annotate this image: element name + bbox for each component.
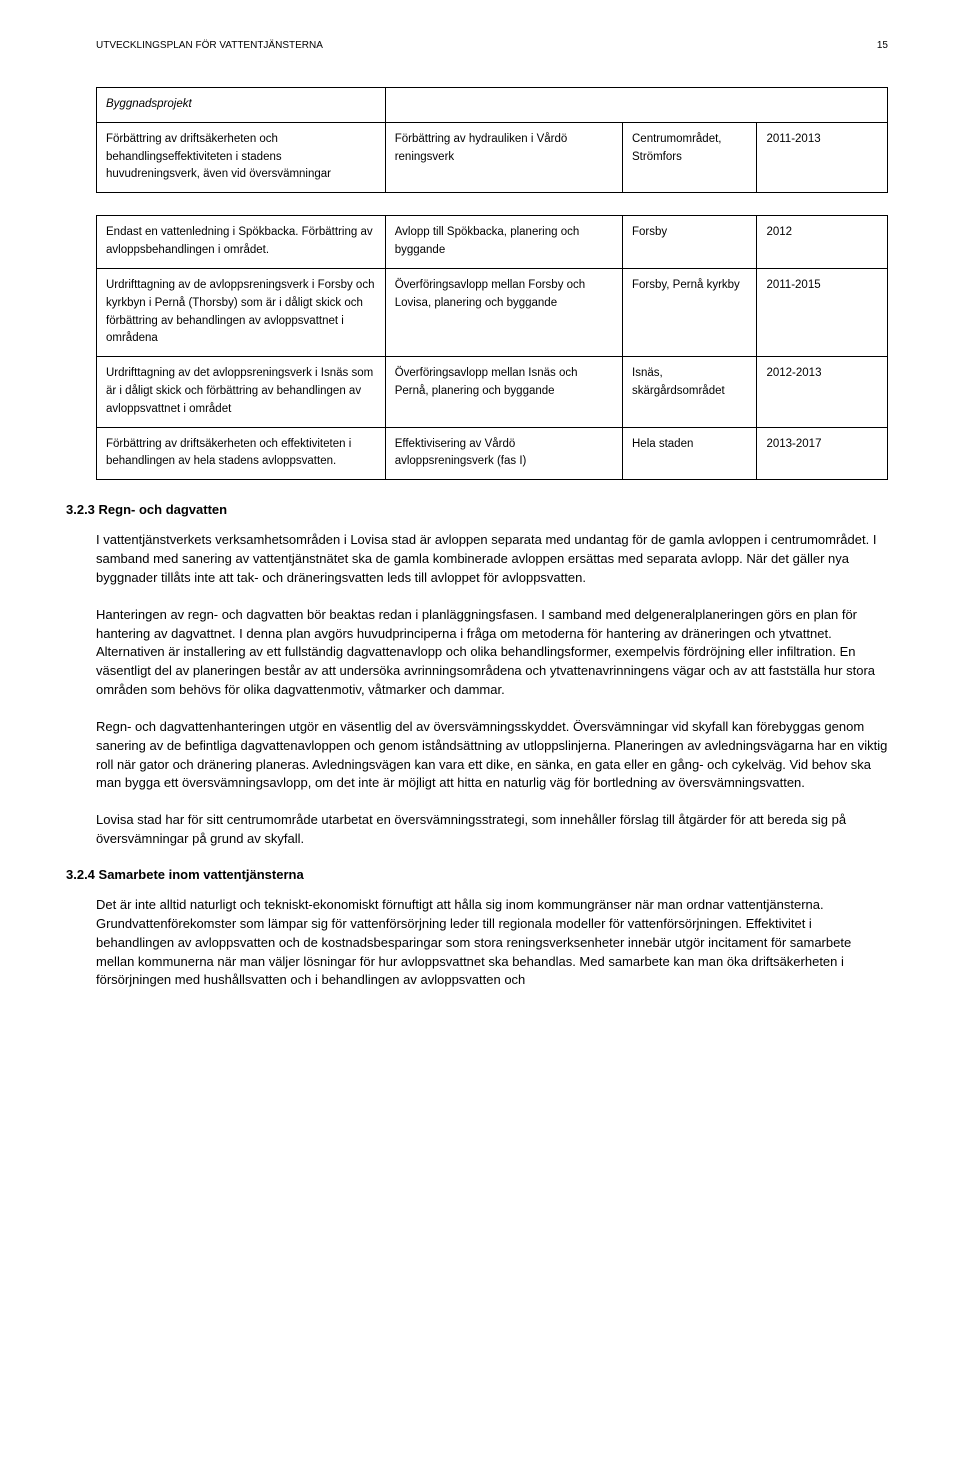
header-left: UTVECKLINGSPLAN FÖR VATTENTJÄNSTERNA [96,40,323,51]
heading-324: 3.2.4 Samarbete inom vattentjänsterna [66,867,888,882]
cell-desc: Urdrifttagning av det avloppsreningsverk… [97,357,386,427]
cell-year: 2013-2017 [757,427,888,480]
cell-action: Överföringsavlopp mellan Isnäs och Pernå… [385,357,622,427]
cell-action: Överföringsavlopp mellan Forsby och Lovi… [385,268,622,356]
table-details: Endast en vattenledning i Spökbacka. För… [96,215,888,480]
cell-desc: Endast en vattenledning i Spökbacka. För… [97,216,386,269]
table-row: Förbättring av driftsäkerheten och effek… [97,427,888,480]
cell-area: Forsby, Pernå kyrkby [623,268,757,356]
cell-year: 2012 [757,216,888,269]
cell-action: Effektivisering av Vårdö avloppsreningsv… [385,427,622,480]
heading-323: 3.2.3 Regn- och dagvatten [66,502,888,517]
cell-projekt-heading: Byggnadsprojekt [97,88,386,123]
cell-area: Centrumområdet, Strömfors [623,122,757,192]
cell-action: Avlopp till Spökbacka, planering och byg… [385,216,622,269]
table-row: Förbättring av driftsäkerheten och behan… [97,122,888,192]
cell-year: 2012-2013 [757,357,888,427]
cell-empty [385,88,887,123]
cell-desc: Förbättring av driftsäkerheten och behan… [97,122,386,192]
cell-desc: Urdrifttagning av de avloppsreningsverk … [97,268,386,356]
cell-desc: Förbättring av driftsäkerheten och effek… [97,427,386,480]
paragraph: I vattentjänstverkets verksamhetsområden… [96,531,888,588]
table-row: Byggnadsprojekt [97,88,888,123]
page-number: 15 [877,40,888,51]
table-row: Urdrifttagning av det avloppsreningsverk… [97,357,888,427]
page-header: UTVECKLINGSPLAN FÖR VATTENTJÄNSTERNA 15 [96,40,888,51]
cell-area: Forsby [623,216,757,269]
paragraph: Hanteringen av regn- och dagvatten bör b… [96,606,888,700]
table-row: Urdrifttagning av de avloppsreningsverk … [97,268,888,356]
cell-year: 2011-2013 [757,122,888,192]
cell-area: Isnäs, skärgårdsområdet [623,357,757,427]
paragraph: Regn- och dagvattenhanteringen utgör en … [96,718,888,793]
paragraph: Det är inte alltid naturligt och teknisk… [96,896,888,990]
table-byggnadsprojekt: Byggnadsprojekt Förbättring av driftsäke… [96,87,888,193]
cell-action: Förbättring av hydrauliken i Vårdö renin… [385,122,622,192]
paragraph: Lovisa stad har för sitt centrumområde u… [96,811,888,849]
table-row: Endast en vattenledning i Spökbacka. För… [97,216,888,269]
cell-area: Hela staden [623,427,757,480]
cell-year: 2011-2015 [757,268,888,356]
